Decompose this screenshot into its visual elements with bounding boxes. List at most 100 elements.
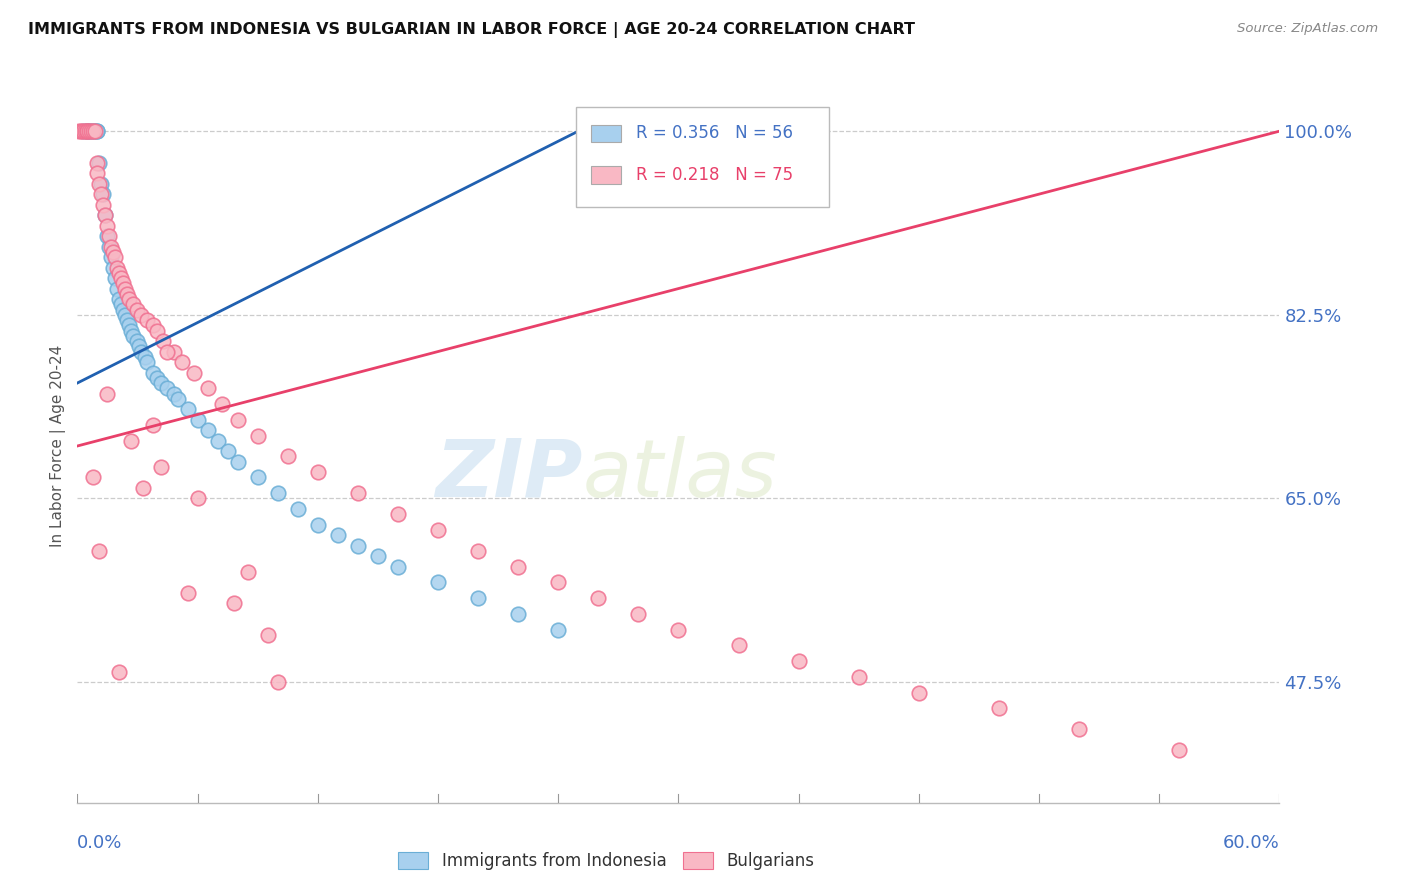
Point bbox=[103, 244, 125, 259]
Point bbox=[84, 124, 107, 138]
Point bbox=[76, 124, 98, 138]
Point bbox=[1168, 743, 1191, 757]
Point bbox=[104, 271, 127, 285]
Point bbox=[110, 271, 132, 285]
Point bbox=[162, 344, 184, 359]
Point bbox=[96, 229, 118, 244]
Point bbox=[267, 675, 290, 690]
Point bbox=[82, 470, 104, 484]
Point bbox=[108, 665, 131, 679]
Point bbox=[110, 297, 132, 311]
Point bbox=[547, 623, 569, 637]
Point bbox=[132, 481, 155, 495]
FancyBboxPatch shape bbox=[591, 166, 620, 184]
Point bbox=[246, 428, 269, 442]
Point bbox=[127, 302, 149, 317]
Point bbox=[98, 229, 121, 244]
Point bbox=[226, 455, 249, 469]
Point bbox=[76, 124, 98, 138]
Text: atlas: atlas bbox=[582, 435, 778, 514]
Text: IMMIGRANTS FROM INDONESIA VS BULGARIAN IN LABOR FORCE | AGE 20-24 CORRELATION CH: IMMIGRANTS FROM INDONESIA VS BULGARIAN I… bbox=[28, 22, 915, 38]
Point bbox=[908, 685, 931, 699]
Point bbox=[427, 523, 450, 537]
Point bbox=[197, 423, 219, 437]
Point bbox=[86, 166, 108, 180]
Point bbox=[89, 155, 111, 169]
Text: 60.0%: 60.0% bbox=[1223, 834, 1279, 852]
Point bbox=[307, 465, 329, 479]
Text: Source: ZipAtlas.com: Source: ZipAtlas.com bbox=[1237, 22, 1378, 36]
Point bbox=[107, 260, 129, 275]
Point bbox=[108, 266, 131, 280]
Point bbox=[156, 381, 179, 395]
Point bbox=[122, 297, 145, 311]
Point bbox=[236, 565, 259, 579]
Point bbox=[67, 124, 90, 138]
Point bbox=[98, 239, 121, 253]
Point bbox=[107, 282, 129, 296]
Point bbox=[152, 334, 174, 348]
Point bbox=[72, 124, 94, 138]
Point bbox=[588, 591, 610, 606]
Point bbox=[508, 607, 530, 621]
Point bbox=[222, 596, 245, 610]
Point bbox=[117, 313, 139, 327]
Point bbox=[326, 528, 349, 542]
Point bbox=[277, 450, 299, 464]
Point bbox=[988, 701, 1011, 715]
Point bbox=[217, 444, 239, 458]
Point bbox=[346, 539, 368, 553]
Point bbox=[94, 208, 117, 222]
Point bbox=[668, 623, 690, 637]
Point bbox=[89, 177, 111, 191]
Point bbox=[82, 124, 104, 138]
Point bbox=[100, 239, 122, 253]
Point bbox=[127, 334, 149, 348]
Point bbox=[246, 470, 269, 484]
Y-axis label: In Labor Force | Age 20-24: In Labor Force | Age 20-24 bbox=[51, 345, 66, 547]
Point bbox=[122, 328, 145, 343]
Point bbox=[166, 392, 188, 406]
Point bbox=[90, 187, 112, 202]
Point bbox=[108, 292, 131, 306]
FancyBboxPatch shape bbox=[576, 107, 828, 207]
Point bbox=[186, 413, 209, 427]
Point bbox=[307, 517, 329, 532]
Point bbox=[114, 282, 136, 296]
Point bbox=[94, 208, 117, 222]
Point bbox=[112, 277, 135, 291]
Point bbox=[86, 124, 108, 138]
Point bbox=[86, 124, 108, 138]
Point bbox=[75, 124, 97, 138]
Point bbox=[118, 318, 141, 333]
Point bbox=[176, 586, 198, 600]
Point bbox=[120, 434, 142, 448]
Text: 0.0%: 0.0% bbox=[77, 834, 122, 852]
Point bbox=[467, 591, 489, 606]
Point bbox=[93, 197, 115, 211]
Point bbox=[156, 344, 179, 359]
Point bbox=[162, 386, 184, 401]
Point bbox=[80, 124, 103, 138]
Point bbox=[211, 397, 233, 411]
Point bbox=[136, 355, 159, 369]
Point bbox=[96, 386, 118, 401]
Point bbox=[170, 355, 193, 369]
Point bbox=[86, 155, 108, 169]
Point bbox=[120, 324, 142, 338]
Point bbox=[76, 124, 98, 138]
Point bbox=[96, 219, 118, 233]
Point bbox=[346, 486, 368, 500]
Point bbox=[727, 639, 749, 653]
Point bbox=[186, 491, 209, 506]
Point bbox=[114, 308, 136, 322]
Point bbox=[100, 250, 122, 264]
Point bbox=[117, 286, 139, 301]
Point bbox=[134, 350, 156, 364]
Point bbox=[367, 549, 389, 564]
Point bbox=[467, 544, 489, 558]
Point bbox=[142, 318, 165, 333]
Point bbox=[387, 507, 409, 521]
Point bbox=[104, 250, 127, 264]
Text: R = 0.356   N = 56: R = 0.356 N = 56 bbox=[637, 125, 793, 143]
